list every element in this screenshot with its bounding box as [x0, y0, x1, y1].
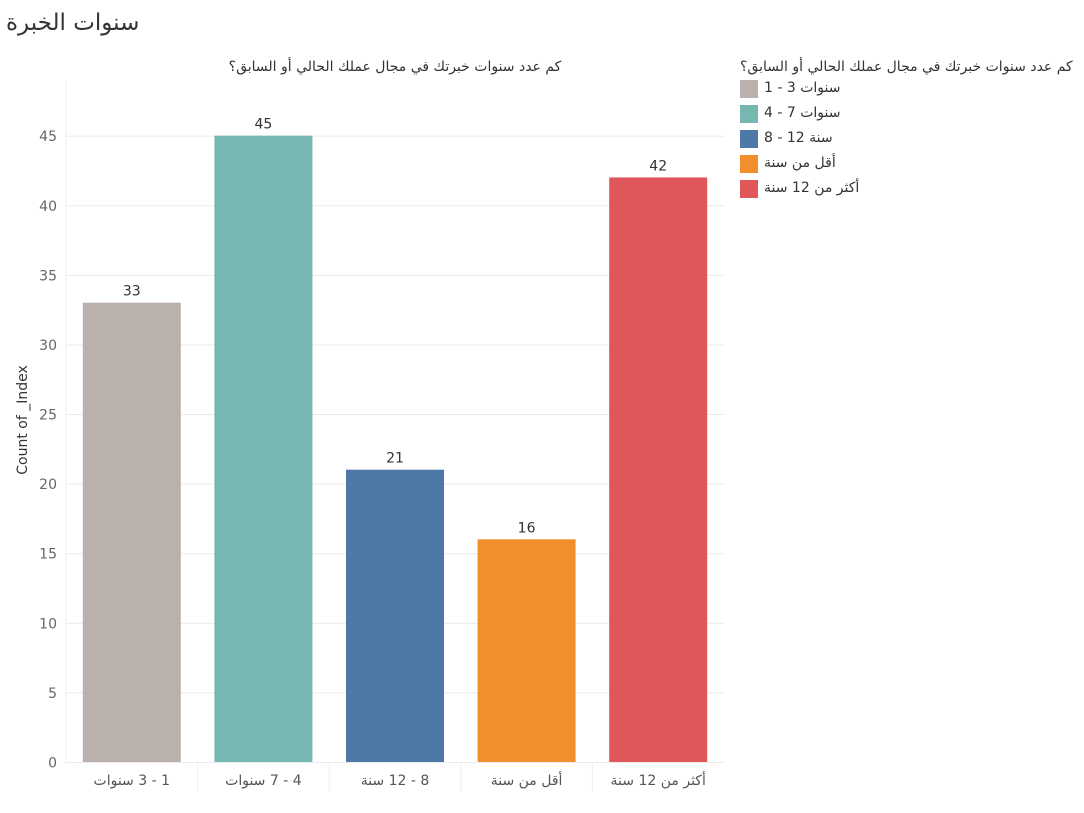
- legend-item: 1 - 3 سنوات: [740, 79, 1084, 104]
- legend-label: 4 - 7 سنوات: [764, 105, 841, 121]
- legend-swatch: [740, 105, 758, 123]
- legend-item: 8 - 12 سنة: [740, 129, 1084, 154]
- x-axis: 1 - 3 سنوات 4 - 7 سنوات 8 - 12 سنة أقل من س…: [94, 771, 706, 789]
- x-tick-label: أقل من سنة: [491, 771, 563, 789]
- bar-value-label: 16: [518, 520, 536, 536]
- y-axis: 0 5 10 15 20 25 30 35 40 45: [39, 129, 57, 771]
- legend-label: 1 - 3 سنوات: [764, 80, 841, 96]
- chart-header: كم عدد سنوات خبرتك في مجال عملك الحالي أ…: [228, 59, 562, 75]
- y-tick-label: 20: [39, 477, 57, 493]
- bar: [214, 135, 313, 762]
- y-tick-label: 40: [39, 199, 57, 215]
- bars: [82, 135, 708, 762]
- y-tick-label: 5: [48, 686, 57, 702]
- legend-label: 8 - 12 سنة: [764, 130, 833, 146]
- x-tick-label: 1 - 3 سنوات: [94, 773, 171, 789]
- legend-item: 4 - 7 سنوات: [740, 104, 1084, 129]
- legend-items: 1 - 3 سنوات 4 - 7 سنوات 8 - 12 سنة أقل من س…: [740, 79, 1084, 204]
- y-tick-label: 45: [39, 129, 57, 145]
- legend-label: أكثر من 12 سنة: [764, 180, 860, 196]
- bar: [82, 302, 181, 762]
- legend: كم عدد سنوات خبرتك في مجال عملك الحالي أ…: [740, 59, 1084, 204]
- bar-value-label: 21: [386, 451, 404, 467]
- x-tick-label: 4 - 7 سنوات: [225, 773, 302, 789]
- x-tick-label: 8 - 12 سنة: [361, 773, 430, 789]
- legend-item: أكثر من 12 سنة: [740, 179, 1084, 204]
- legend-swatch: [740, 130, 758, 148]
- sheet-title: سنوات الخبرة: [6, 10, 140, 36]
- y-tick-label: 10: [39, 616, 57, 632]
- bar-value-label: 45: [254, 117, 272, 133]
- data-labels: 33 45 21 16 42: [123, 117, 667, 537]
- bar-value-label: 42: [649, 158, 667, 174]
- legend-label: أقل من سنة: [764, 155, 836, 171]
- legend-title: كم عدد سنوات خبرتك في مجال عملك الحالي أ…: [740, 59, 1073, 75]
- y-tick-label: 15: [39, 547, 57, 563]
- bar: [477, 539, 576, 762]
- legend-swatch: [740, 180, 758, 198]
- y-tick-label: 30: [39, 338, 57, 354]
- y-axis-title: Count of _Index: [15, 365, 31, 475]
- legend-swatch: [740, 80, 758, 98]
- y-tick-label: 35: [39, 268, 57, 284]
- y-tick-label: 0: [48, 756, 57, 772]
- x-tick-label: أكثر من 12 سنة: [611, 771, 706, 789]
- bar: [346, 469, 444, 762]
- legend-item: أقل من سنة: [740, 154, 1084, 179]
- legend-swatch: [740, 155, 758, 173]
- y-tick-label: 25: [39, 408, 57, 424]
- bar: [609, 177, 708, 762]
- bar-value-label: 33: [123, 284, 141, 300]
